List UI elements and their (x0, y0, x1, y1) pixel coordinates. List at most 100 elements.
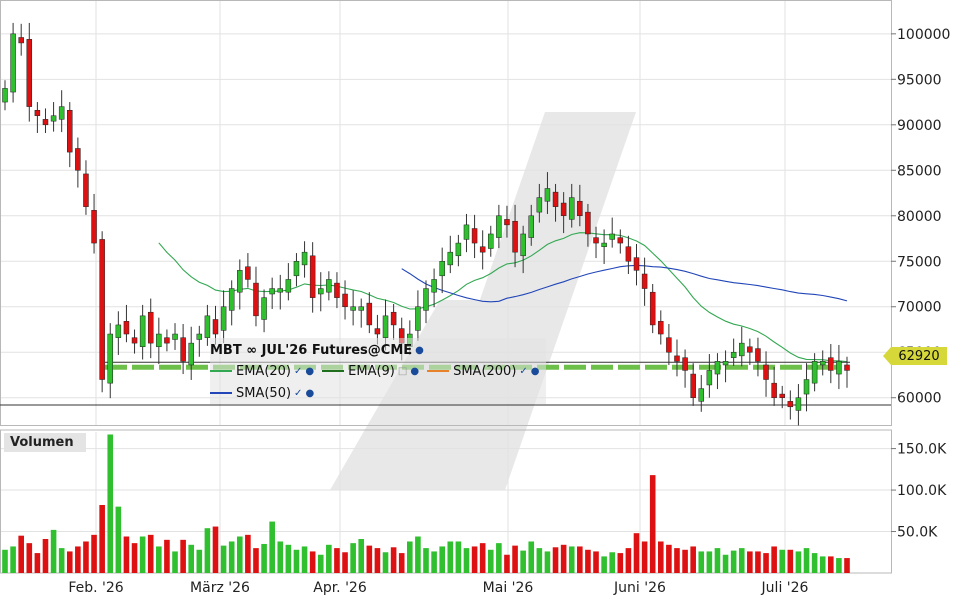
volume-bar (504, 554, 510, 573)
checkbox-icon[interactable]: □ (397, 365, 408, 377)
volume-bar (188, 544, 195, 573)
volume-bar (844, 558, 850, 573)
candle-body (828, 357, 834, 371)
legend-item-sma200[interactable]: SMA(200) ✓ ● (427, 364, 540, 379)
volume-bars (2, 434, 850, 573)
settings-icon[interactable]: ● (415, 344, 424, 356)
volume-bar (220, 545, 227, 573)
candle-body (528, 215, 534, 238)
volume-bar (228, 541, 235, 573)
volume-bar (172, 551, 178, 573)
sma50-label: SMA(50) (236, 385, 292, 401)
volume-bar (795, 551, 802, 573)
volume-bar (66, 551, 73, 573)
volume-bar (326, 544, 332, 573)
volume-bar (657, 541, 664, 573)
candle-body (479, 246, 486, 253)
settings-icon[interactable]: ● (530, 365, 540, 377)
volume-bar (471, 546, 478, 573)
candle-body (301, 251, 308, 266)
volume-bar (334, 548, 340, 573)
volume-bar (301, 546, 308, 573)
volume-bar (350, 543, 356, 573)
candle-body (658, 321, 664, 335)
settings-icon[interactable]: ● (305, 387, 315, 399)
volume-bar (358, 538, 365, 573)
volume-bar (212, 526, 219, 573)
volume-bar (698, 551, 705, 573)
volume-tick-label: 50.0K (897, 525, 938, 541)
legend-item-ema20[interactable]: EMA(20) ✓ ● (210, 364, 314, 379)
volume-bar (107, 434, 114, 573)
candle-body (471, 228, 478, 244)
volume-bar (447, 541, 454, 573)
ema9-label: EMA(9) (348, 363, 395, 379)
volume-bar (91, 534, 97, 573)
candle-body (326, 279, 332, 293)
candle-body (690, 373, 696, 398)
candle-body (601, 242, 607, 247)
candle-body (115, 324, 122, 338)
candle-body (536, 197, 543, 213)
candle-body (666, 337, 672, 353)
month-tick-label: Apr. '26 (313, 580, 367, 596)
candle-body (358, 306, 364, 311)
candle-body (787, 401, 794, 408)
candle-body (512, 220, 518, 253)
legend-item-ema9[interactable]: EMA(9) □ ● (322, 364, 419, 379)
volume-bar (245, 534, 251, 573)
candle-body (366, 302, 373, 326)
check-icon[interactable]: ✓ (294, 365, 303, 377)
volume-bar (520, 550, 526, 573)
candle-body (844, 364, 850, 371)
volume-bar (722, 554, 729, 573)
price-tick-label: 80000 (897, 209, 942, 225)
ema20-label: EMA(20) (236, 363, 292, 379)
candlesticks (2, 22, 850, 426)
check-icon[interactable]: ✓ (519, 365, 528, 377)
candle-body (18, 37, 24, 44)
price-tick-label: 60000 (897, 391, 942, 407)
settings-icon[interactable]: ● (305, 365, 315, 377)
candle-body (706, 370, 713, 386)
volume-bar (690, 546, 696, 573)
candle-body (779, 393, 785, 398)
legend-row-2: SMA(50) ✓ ● (210, 383, 322, 403)
volume-tick-label: 100.0K (897, 483, 947, 499)
candle-body (253, 282, 259, 317)
candle-body (285, 279, 292, 293)
volume-bar (641, 541, 648, 573)
candle-body (58, 106, 65, 120)
month-tick-label: Juni '26 (613, 580, 666, 596)
volume-bar (585, 549, 591, 573)
candle-body (139, 315, 146, 348)
candle-body (722, 361, 729, 366)
settings-icon[interactable]: ● (410, 365, 420, 377)
volume-bar (544, 551, 551, 573)
check-icon[interactable]: ✓ (294, 387, 303, 399)
ema9-swatch (322, 370, 345, 372)
volume-bar (58, 548, 65, 573)
volume-bar (123, 536, 130, 573)
candle-body (455, 242, 462, 257)
candle-body (180, 337, 186, 362)
candle-body (819, 361, 826, 366)
candle-body (245, 266, 251, 280)
candle-body (164, 337, 170, 344)
plot-frames (0, 0, 892, 574)
volume-bar (277, 541, 284, 573)
sma50-swatch (210, 392, 232, 394)
candle-body (625, 246, 632, 262)
candle-body (220, 306, 227, 331)
legend-item-sma50[interactable]: SMA(50) ✓ ● (210, 386, 314, 401)
candle-body (188, 342, 194, 366)
candle-body (698, 388, 705, 402)
candle-body (293, 261, 300, 277)
volume-bar (431, 551, 437, 573)
candle-body (42, 119, 49, 126)
candle-body (431, 279, 437, 293)
volume-bar (293, 549, 300, 573)
candle-body (488, 233, 494, 249)
volume-bar (787, 549, 794, 573)
